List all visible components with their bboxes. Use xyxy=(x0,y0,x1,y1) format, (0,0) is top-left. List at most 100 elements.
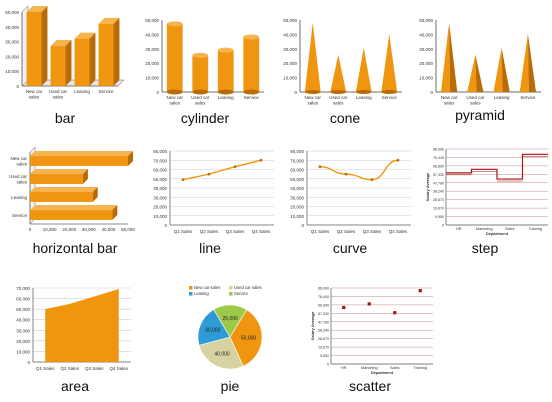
x-tick-label: New car sales xyxy=(166,95,183,106)
x-axis-title: Department xyxy=(486,231,509,236)
x-tick-label: Used car sales xyxy=(49,89,68,100)
y-tick-label: 80,000 xyxy=(153,149,167,154)
y-tick-label: 38,240 xyxy=(318,329,329,333)
y-tick-label: 0 xyxy=(430,90,433,95)
y-tick-label: 10,000 xyxy=(5,69,19,74)
pyramid-chart-svg: 0 10,000 20,000 30,000 40,000 50,000 New car sa… xyxy=(412,12,547,107)
data-point xyxy=(371,178,374,181)
x-tick-label: Q3 Sales xyxy=(85,366,104,371)
caption-scatter: scatter xyxy=(330,378,410,394)
y-tick-label: 28,670 xyxy=(433,198,444,202)
cone xyxy=(305,23,321,92)
cone xyxy=(381,34,397,92)
y-axis-title: Salary Average xyxy=(425,172,430,201)
x-tick-label: New car sales xyxy=(26,89,43,100)
data-point xyxy=(234,165,237,168)
pyramid-face xyxy=(467,55,476,92)
y-tick-label: 20,000 xyxy=(5,54,19,59)
y-tick-label: 0 xyxy=(156,90,159,95)
series-line xyxy=(183,160,261,179)
bar xyxy=(30,210,112,220)
slice-label: 25,000 xyxy=(223,316,239,322)
y-tick-label: 86,000 xyxy=(433,148,444,152)
cylinder-chart-svg: 010,00020,00030,00040,00050,000New car sa… xyxy=(140,12,270,107)
x-axis-title: Department xyxy=(371,370,394,375)
y-tick-label: 50,000 xyxy=(145,18,159,23)
line-chart-svg: 010,00020,00030,00040,00050,00060,00070,… xyxy=(148,145,278,237)
bar-top xyxy=(30,151,133,156)
y-tick-label: 50,000 xyxy=(5,10,19,15)
x-tick-label: Training xyxy=(413,366,427,370)
bar-side xyxy=(41,6,47,86)
y-tick-label: New car sales xyxy=(10,156,27,167)
cylinder-base xyxy=(167,90,183,95)
y-tick-label: 40,000 xyxy=(419,32,433,37)
area-chart-svg: 010,00020,00030,00040,00050,00060,00070,… xyxy=(5,282,135,374)
caption-cylinder: cylinder xyxy=(160,110,250,126)
data-point xyxy=(393,311,396,314)
y-tick-label: 80,000 xyxy=(290,149,304,154)
data-point xyxy=(208,173,211,176)
y-tick-label: 0 xyxy=(294,90,297,95)
y-tick-label: 66,890 xyxy=(318,303,329,307)
bar xyxy=(30,192,93,202)
cylinder-body xyxy=(243,37,259,92)
cylinder-top xyxy=(218,48,234,53)
x-tick-label: Training xyxy=(528,227,542,231)
caption-cone: cone xyxy=(300,110,390,126)
x-tick-label: 50,000 xyxy=(121,227,135,232)
cone-base xyxy=(381,90,397,94)
y-tick-label: 10,000 xyxy=(153,214,167,219)
slice-label: 30,000 xyxy=(205,327,221,333)
slice-label: 40,000 xyxy=(214,351,230,357)
legend-label: Used car sales xyxy=(234,285,262,290)
y-tick-label: 9,950 xyxy=(435,215,444,219)
x-tick-label: Q2 Sales xyxy=(337,229,356,234)
pie-chart: New car sales Used car sales Leasing Servic… xyxy=(185,285,275,375)
bar xyxy=(30,174,83,184)
step-chart-svg: 09,95019,67028,67038,24047,78057,33066,8… xyxy=(420,145,550,240)
y-tick-label: 20,000 xyxy=(419,61,433,66)
y-tick-label: 10,000 xyxy=(283,76,297,81)
legend-swatch xyxy=(189,286,193,290)
y-tick-label: 76,440 xyxy=(433,156,444,160)
y-tick-label: 0 xyxy=(164,223,167,228)
y-tick-label: 10,000 xyxy=(145,76,159,81)
caption-horizontal-bar: horizontal bar xyxy=(20,240,130,256)
cone xyxy=(356,48,372,92)
pyramid-face xyxy=(493,48,502,92)
data-point xyxy=(319,165,322,168)
x-tick-label: Used car sales xyxy=(191,95,210,106)
x-tick-label: Leasing xyxy=(356,95,372,100)
x-tick-label: Used car sales xyxy=(466,95,485,106)
x-tick-label: 0 xyxy=(29,227,32,232)
y-tick-label: 0 xyxy=(327,363,329,367)
cone-base xyxy=(305,90,321,94)
y-tick-label: 76,440 xyxy=(318,295,329,299)
y-tick-label: 50,000 xyxy=(283,18,297,23)
caption-bar: bar xyxy=(25,110,105,126)
y-tick-label: 30,000 xyxy=(290,195,304,200)
y-tick-label: 30,000 xyxy=(153,195,167,200)
caption-pyramid: pyramid xyxy=(435,107,525,123)
y-tick-label: 10,000 xyxy=(16,349,30,354)
cylinder-top xyxy=(192,53,208,58)
y-tick-label: 40,000 xyxy=(283,32,297,37)
data-point xyxy=(397,159,400,162)
x-tick-label: Q4 Sales xyxy=(109,366,128,371)
area-chart: 0 10,000 20,000 30,000 40,000 50,000 60,000 70,… xyxy=(5,282,135,374)
x-tick-label: 10,000 xyxy=(43,227,57,232)
y-tick-label: 30,000 xyxy=(419,47,433,52)
cylinder-body xyxy=(192,55,208,92)
bar-top xyxy=(30,187,98,192)
x-tick-label: New car sales xyxy=(441,95,458,106)
x-tick-label: Service xyxy=(382,95,398,100)
horizontal-bar-chart-svg: 0 10,000 20,000 30,000 40,000 50,000New car sa… xyxy=(0,148,135,233)
y-tick-label: 19,670 xyxy=(433,207,444,211)
pie-chart-svg: New car sales Used car sales Leasing Servic… xyxy=(185,285,275,375)
y-tick-label: 40,000 xyxy=(5,25,19,30)
y-tick-label: 60,000 xyxy=(153,168,167,173)
caption-step: step xyxy=(445,240,525,256)
x-tick-label: Q2 Sales xyxy=(60,366,79,371)
y-tick-label: 0 xyxy=(16,84,19,89)
